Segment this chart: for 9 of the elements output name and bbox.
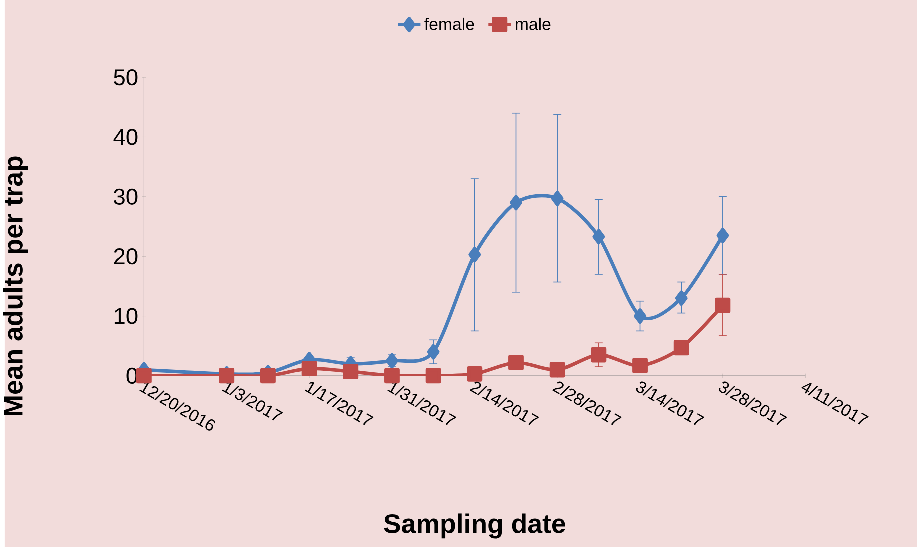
- y-axis-title: Mean adults per trap: [3, 156, 28, 416]
- x-axis-title: Sampling date: [384, 514, 566, 539]
- legend-label: female: [424, 18, 474, 30]
- y-tick-label: 50: [114, 69, 138, 86]
- y-tick-label: 40: [114, 129, 138, 146]
- y-tick-label: 20: [114, 248, 138, 265]
- y-tick-label: 10: [114, 308, 138, 324]
- legend-label: male: [516, 18, 551, 30]
- y-tick-label: 30: [114, 188, 138, 205]
